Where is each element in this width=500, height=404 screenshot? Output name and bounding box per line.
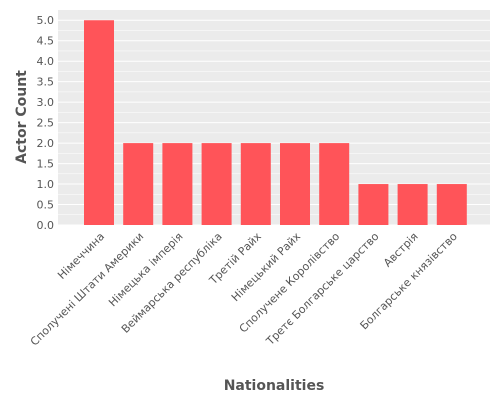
bar — [201, 143, 232, 225]
y-tick-label: 2.0 — [37, 137, 55, 150]
bar — [436, 184, 467, 225]
bar — [319, 143, 350, 225]
bar — [123, 143, 154, 225]
x-tick-label: Німецький Райх — [229, 230, 303, 304]
y-tick-label: 1.5 — [37, 158, 55, 171]
y-tick-label: 4.5 — [37, 35, 55, 48]
y-tick-label: 4.0 — [37, 55, 55, 68]
bar — [280, 143, 310, 225]
y-tick-label: 3.5 — [37, 76, 55, 89]
y-tick-label: 1.0 — [37, 178, 55, 191]
x-tick-label: Австрія — [381, 230, 421, 270]
bar — [84, 20, 114, 225]
x-tick-label: Німецька імперія — [106, 230, 185, 309]
bar — [240, 143, 271, 225]
y-tick-label: 2.5 — [37, 117, 55, 130]
y-tick-label: 0.0 — [37, 219, 55, 232]
x-axis-label: Nationalities — [224, 378, 325, 394]
y-tick-label: 0.5 — [37, 199, 55, 212]
y-tick-label: 5.0 — [37, 14, 55, 27]
bar — [397, 184, 428, 225]
y-tick-label: 3.0 — [37, 96, 55, 109]
y-tick-labels: 0.0 0.5 1.0 1.5 2.0 2.5 3.0 3.5 4.0 4.5 5.0 — [37, 14, 55, 232]
bar — [358, 184, 389, 225]
bar — [162, 143, 193, 225]
bars — [84, 20, 467, 225]
y-axis-label: Actor Count — [14, 70, 30, 164]
